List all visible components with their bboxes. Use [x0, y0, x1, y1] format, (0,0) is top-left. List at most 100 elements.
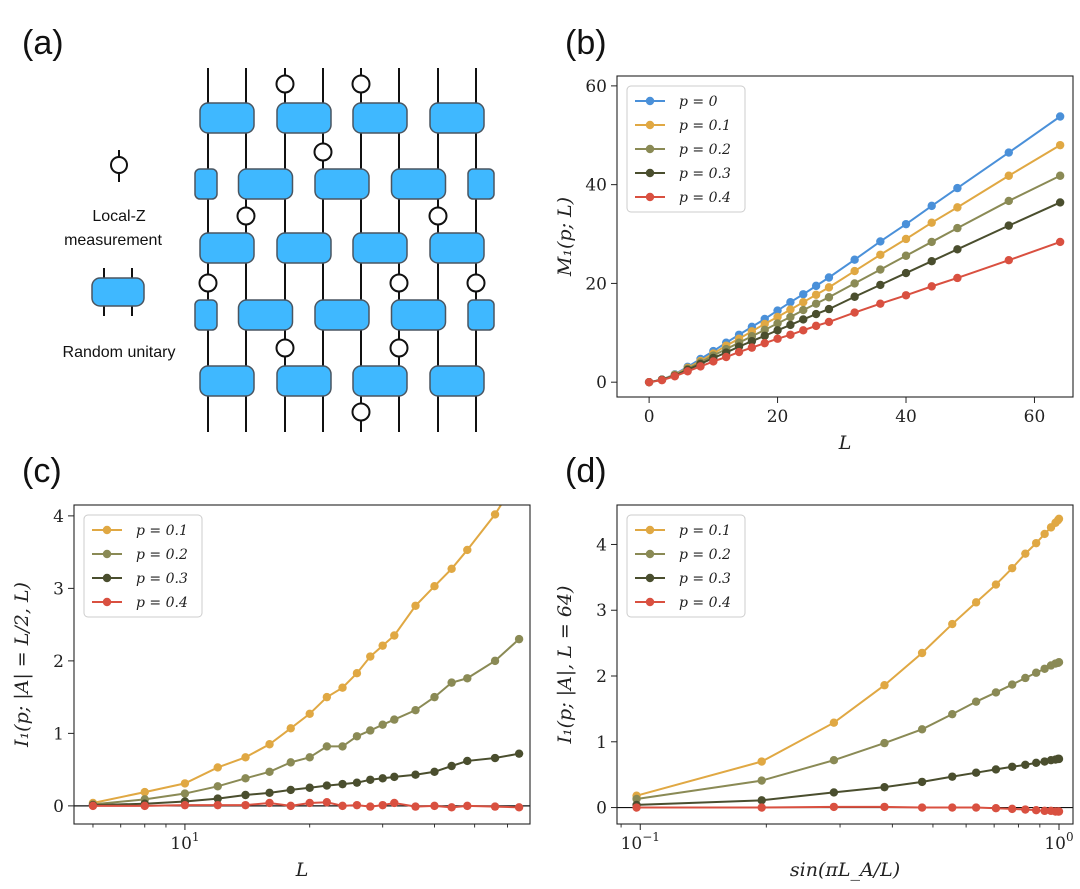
- data-point: [411, 770, 420, 779]
- data-point: [463, 756, 472, 766]
- data-point: [490, 510, 500, 519]
- data-point: [322, 781, 332, 790]
- legend-label: p = 0.2: [679, 547, 731, 563]
- data-point: [265, 740, 274, 749]
- legend-marker: [645, 525, 655, 535]
- unitary-gate: [352, 102, 408, 134]
- legend-marker: [645, 144, 655, 154]
- data-point: [463, 674, 472, 683]
- data-point: [1054, 807, 1064, 816]
- data-point: [757, 803, 766, 812]
- unitary-gate: [237, 168, 294, 200]
- legend-label: p = 0.3: [136, 571, 188, 587]
- x-tick-label: 60: [1024, 407, 1046, 427]
- data-point: [850, 279, 859, 288]
- data-point: [799, 297, 808, 307]
- data-point: [265, 767, 274, 776]
- data-point: [991, 804, 1001, 813]
- plot-area: [88, 505, 524, 812]
- data-point: [140, 801, 149, 811]
- data-point: [213, 782, 222, 791]
- data-point: [322, 742, 332, 751]
- legend-label: p = 0.3: [679, 571, 731, 587]
- legend-measurement-icon: [110, 156, 128, 174]
- unitary-gate: [314, 299, 370, 331]
- data-point: [760, 325, 769, 335]
- data-point: [1040, 529, 1049, 539]
- y-tick-label: 20: [585, 274, 607, 294]
- data-point: [696, 362, 705, 371]
- y-tick-label: 0: [53, 797, 64, 817]
- data-point: [430, 692, 439, 702]
- legend-label: p = 0.2: [679, 142, 731, 158]
- data-point: [824, 317, 834, 327]
- data-point: [180, 800, 190, 810]
- data-point: [747, 336, 757, 346]
- data-point: [1031, 805, 1041, 815]
- unitary-gate: [314, 168, 370, 200]
- data-point: [1031, 668, 1041, 677]
- data-point: [366, 726, 375, 735]
- y-tick-label: 3: [53, 579, 64, 599]
- panel-letter-c: (c): [22, 452, 62, 490]
- data-point: [971, 598, 981, 607]
- plot-area: [644, 112, 1065, 387]
- data-point: [213, 800, 222, 810]
- x-tick-exponent: 0: [1066, 830, 1074, 844]
- data-point: [241, 790, 250, 800]
- unitary-gate: [352, 232, 408, 264]
- data-point: [971, 803, 981, 812]
- data-point: [390, 715, 399, 724]
- legend-marker: [102, 597, 112, 607]
- data-point: [901, 268, 911, 278]
- data-point: [305, 783, 314, 792]
- series-line-p=0.2: [648, 174, 1061, 384]
- data-point: [917, 725, 927, 734]
- data-point: [811, 299, 821, 308]
- data-point: [430, 801, 439, 811]
- measurement-circle: [236, 206, 256, 226]
- unitary-gate-edge-right: [467, 168, 495, 200]
- data-point: [850, 255, 859, 264]
- data-point: [880, 782, 889, 792]
- data-point: [1055, 198, 1065, 207]
- data-point: [971, 697, 981, 706]
- data-point: [180, 789, 190, 798]
- x-axis-label: sin(πL_A/L): [790, 859, 900, 881]
- data-point: [447, 803, 456, 812]
- axes-frame: [73, 504, 531, 825]
- data-point: [286, 801, 295, 811]
- data-point: [829, 718, 839, 727]
- data-point: [850, 266, 859, 276]
- data-point: [880, 738, 889, 748]
- data-point: [760, 338, 769, 348]
- data-point: [490, 753, 500, 763]
- legend-label: p = 0.3: [679, 166, 731, 182]
- data-point: [786, 312, 795, 322]
- x-tick-exponent: −1: [642, 830, 660, 844]
- data-point: [447, 761, 456, 771]
- x-tick-exponent: 1: [192, 830, 200, 844]
- legend-measurement-label-1: Local-Z: [92, 208, 146, 225]
- data-point: [1004, 196, 1013, 206]
- data-point: [430, 767, 439, 776]
- data-point: [366, 802, 375, 811]
- data-point: [811, 309, 821, 319]
- data-point: [991, 765, 1001, 774]
- data-point: [811, 321, 821, 331]
- circuit: [194, 68, 495, 432]
- unitary-gate: [429, 232, 485, 264]
- data-point: [265, 788, 274, 798]
- data-point: [799, 326, 808, 335]
- series-line-p=0: [648, 115, 1061, 384]
- data-point: [670, 372, 680, 381]
- legend-marker: [645, 573, 655, 583]
- data-point: [352, 669, 362, 678]
- legend-unitary-label: Random unitary: [63, 344, 176, 361]
- data-point: [657, 376, 667, 385]
- data-point: [917, 648, 927, 658]
- legend-marker: [645, 168, 655, 178]
- data-point: [757, 757, 766, 766]
- measurement-circle: [351, 402, 371, 422]
- measurement-circle: [466, 273, 486, 293]
